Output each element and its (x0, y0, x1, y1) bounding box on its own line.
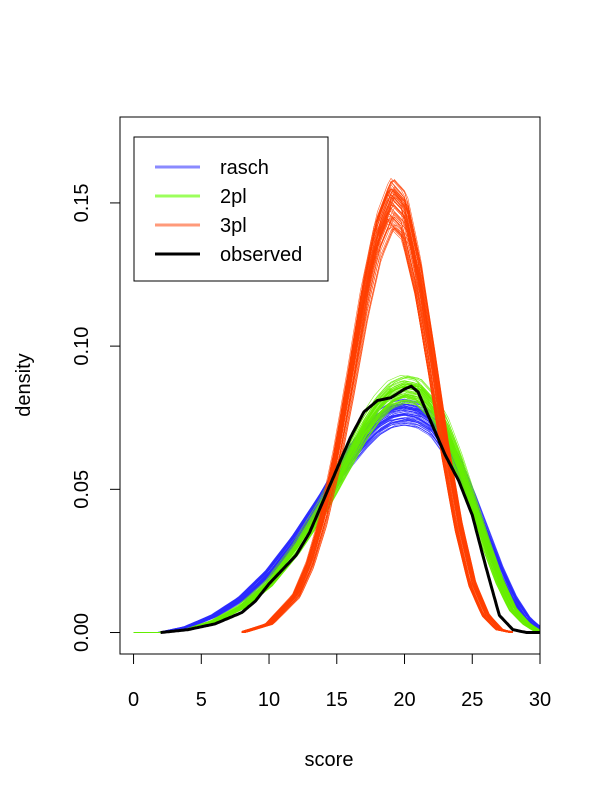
x-axis: 0 5 10 15 20 25 30 (128, 653, 551, 711)
x-tick-label: 15 (326, 689, 348, 711)
x-tick-label: 10 (258, 689, 280, 711)
x-tick-label: 0 (128, 689, 139, 711)
legend-label-2pl: 2pl (220, 186, 247, 208)
3pl-draw-line (241, 227, 513, 633)
x-tick-label: 25 (461, 689, 483, 711)
y-tick-label: 0.05 (71, 470, 93, 509)
observed-layer (160, 384, 540, 634)
legend-label-rasch: rasch (220, 157, 269, 179)
3pl-draw-line (241, 191, 513, 633)
legend-label-observed: observed (220, 244, 302, 266)
y-tick-label: 0.15 (71, 183, 93, 222)
y-tick-label: 0.00 (71, 613, 93, 652)
observed-line (160, 384, 540, 634)
x-tick-label: 30 (529, 689, 551, 711)
y-tick-label: 0.10 (71, 327, 93, 366)
x-tick-label: 20 (393, 689, 415, 711)
3pl-draw-line (241, 207, 513, 633)
x-tick-label: 5 (196, 689, 207, 711)
x-axis-label: score (305, 749, 354, 771)
legend: rasch 2pl 3pl observed (133, 136, 329, 282)
y-axis: 0.00 0.05 0.10 0.15 (71, 183, 121, 652)
3pl-draw-line (241, 220, 513, 633)
legend-box (133, 136, 329, 282)
3pl-draw-line (241, 191, 513, 633)
y-axis-label: density (13, 353, 35, 416)
legend-label-3pl: 3pl (220, 215, 247, 237)
